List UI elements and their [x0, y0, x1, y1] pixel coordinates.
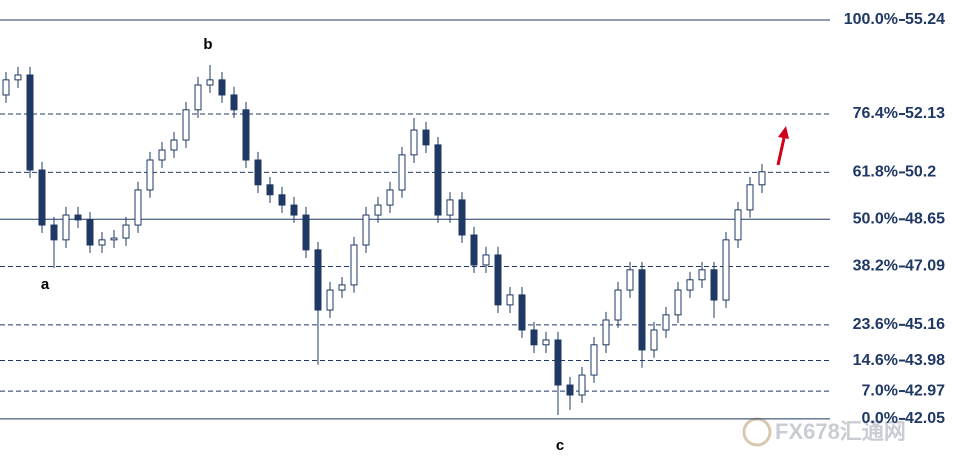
watermark: FX678汇通网	[775, 419, 906, 444]
candle-body	[590, 344, 598, 376]
candle-body	[98, 239, 106, 246]
candle-body	[38, 169, 46, 226]
fib-level-percent: 50.0%	[853, 211, 898, 228]
candle-body	[482, 254, 490, 266]
candle-body	[146, 159, 154, 191]
point-label: a	[41, 276, 50, 293]
candle-body	[734, 209, 742, 241]
candle-body	[626, 269, 634, 291]
candle-body	[758, 171, 766, 186]
fib-level-percent: 76.4%	[853, 105, 898, 122]
candle-body	[506, 294, 514, 306]
candle-body	[182, 109, 190, 141]
candle-body	[686, 279, 694, 291]
candle-body	[218, 79, 226, 96]
fib-level-value: 42.05	[905, 410, 945, 427]
candle-body	[494, 254, 502, 306]
candle-body	[86, 219, 94, 246]
candle-body	[194, 84, 202, 111]
point-label: c	[556, 437, 564, 454]
watermark-logo	[742, 417, 772, 447]
candle-body	[122, 224, 130, 239]
candle-body	[110, 237, 118, 241]
candle-body	[434, 144, 442, 216]
fib-level-value: 42.97	[905, 382, 945, 399]
candle-body	[374, 204, 382, 216]
candle-body	[638, 269, 646, 351]
candle-body	[458, 199, 466, 236]
candle-body	[578, 374, 586, 396]
candle-body	[302, 214, 310, 251]
candle-body	[314, 249, 322, 311]
candle-body	[410, 129, 418, 156]
fib-level-percent: 100.0%	[844, 11, 898, 28]
candle-body	[134, 189, 142, 226]
candle-body	[422, 129, 430, 146]
point-label: b	[203, 36, 212, 53]
fib-level-value: 55.24	[905, 11, 945, 28]
fib-level-value: 47.09	[905, 258, 945, 275]
fib-level-percent: 14.6%	[853, 352, 898, 369]
fib-level-percent: 38.2%	[853, 258, 898, 275]
candle-body	[662, 314, 670, 331]
candle-body	[386, 189, 394, 206]
candle-body	[338, 284, 346, 291]
candle-body	[566, 384, 574, 396]
candle-body	[470, 234, 478, 266]
candle-body	[50, 224, 58, 241]
candle-body	[266, 184, 274, 196]
candle-body	[170, 139, 178, 151]
candle-body	[2, 79, 10, 96]
candle-body	[350, 244, 358, 286]
candle-body	[206, 79, 214, 86]
candle-body	[698, 269, 706, 281]
candle-body	[74, 214, 82, 221]
candle-body	[326, 289, 334, 311]
candle-body	[710, 269, 718, 301]
candle-body	[14, 74, 22, 81]
candle-body	[26, 74, 34, 171]
fib-level-percent: 61.8%	[853, 164, 898, 181]
candle-body	[242, 109, 250, 161]
candle-body	[158, 149, 166, 161]
arrow	[776, 137, 786, 166]
candle-body	[554, 339, 562, 386]
candle-body	[614, 289, 622, 321]
fib-level-value: 52.13	[905, 105, 945, 122]
fib-level-percent: 7.0%	[862, 382, 898, 399]
fib-level-value: 45.16	[905, 316, 945, 333]
candle-body	[362, 214, 370, 246]
candle-body	[674, 289, 682, 316]
candle-body	[530, 329, 538, 346]
candle-body	[602, 319, 610, 346]
candle-body	[542, 339, 550, 346]
fib-level-percent: 23.6%	[853, 316, 898, 333]
candle-body	[446, 199, 454, 216]
arrow-head	[778, 126, 789, 139]
fib-level-percent: 0.0%	[862, 410, 898, 427]
candle-body	[62, 214, 70, 241]
candle-body	[722, 239, 730, 301]
candle-body	[650, 329, 658, 351]
candle-body	[230, 94, 238, 111]
candle-body	[746, 184, 754, 211]
candle-body	[290, 204, 298, 216]
candle-body	[278, 194, 286, 206]
fib-level-value: 43.98	[905, 352, 945, 369]
fib-level-value: 48.65	[905, 211, 945, 228]
candle-body	[254, 159, 262, 186]
fib-level-value: 50.2	[905, 164, 936, 181]
candle-body	[518, 294, 526, 331]
candle-body	[398, 154, 406, 191]
